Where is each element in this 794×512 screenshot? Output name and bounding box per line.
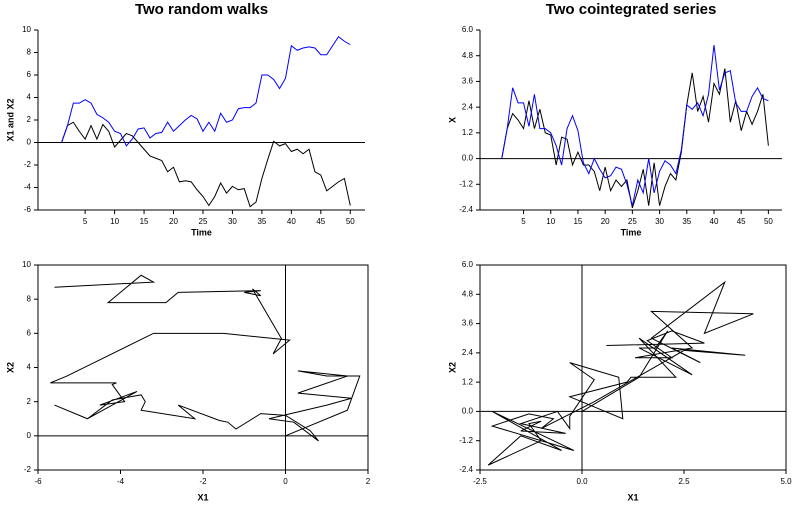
x-tick-label: -4 bbox=[117, 477, 125, 486]
y-tick-label: -4 bbox=[24, 183, 32, 192]
series-line bbox=[61, 36, 351, 147]
x-tick-label: 25 bbox=[628, 217, 637, 226]
y-tick-label: 0.0 bbox=[462, 154, 474, 163]
y-tick-label: -2.4 bbox=[459, 465, 473, 474]
y-axis-label: X bbox=[447, 117, 457, 123]
y-tick-label: 2.4 bbox=[462, 102, 474, 111]
x-tick-label: 5.0 bbox=[780, 477, 792, 486]
x-tick-label: 15 bbox=[573, 217, 582, 226]
y-tick-label: 4 bbox=[27, 363, 32, 372]
x-tick-label: 50 bbox=[764, 217, 773, 226]
y-axis-label: X1 and X2 bbox=[5, 98, 15, 141]
x-tick-label: 30 bbox=[228, 217, 237, 226]
y-tick-label: 4.8 bbox=[462, 289, 474, 298]
y-tick-label: -6 bbox=[24, 205, 32, 214]
x-tick-label: 35 bbox=[682, 217, 691, 226]
x-tick-label: 10 bbox=[110, 217, 119, 226]
x-tick-label: 45 bbox=[737, 217, 746, 226]
y-tick-label: -2 bbox=[24, 160, 32, 169]
phase-path bbox=[50, 274, 361, 442]
y-tick-label: 2 bbox=[27, 115, 32, 124]
x-tick-label: 20 bbox=[169, 217, 178, 226]
x-tick-label: 0.0 bbox=[576, 477, 588, 486]
x-tick-label: 2.5 bbox=[678, 477, 690, 486]
y-tick-label: -1.2 bbox=[459, 179, 473, 188]
y-tick-label: 0 bbox=[27, 138, 32, 147]
y-tick-label: 1.2 bbox=[462, 128, 474, 137]
y-tick-label: 4 bbox=[27, 93, 32, 102]
y-tick-label: 8 bbox=[27, 48, 32, 57]
x-tick-label: -6 bbox=[34, 477, 42, 486]
x-tick-label: 5 bbox=[83, 217, 88, 226]
chart-title: Two random walks bbox=[135, 1, 268, 18]
y-tick-label: 2 bbox=[27, 397, 32, 406]
x-tick-label: 0 bbox=[283, 477, 288, 486]
y-tick-label: 10 bbox=[22, 260, 31, 269]
x-axis-label: X1 bbox=[197, 492, 208, 502]
x-tick-label: 40 bbox=[710, 217, 719, 226]
y-tick-label: 0.0 bbox=[462, 407, 474, 416]
x-tick-label: 50 bbox=[346, 217, 355, 226]
y-tick-label: 6.0 bbox=[462, 25, 474, 34]
x-tick-label: 5 bbox=[521, 217, 526, 226]
x-tick-label: 2 bbox=[366, 477, 371, 486]
y-tick-label: -1.2 bbox=[459, 436, 473, 445]
x-axis-label: Time bbox=[191, 227, 212, 237]
x-tick-label: -2 bbox=[199, 477, 207, 486]
y-tick-label: 1.2 bbox=[462, 377, 474, 386]
y-tick-label: -2 bbox=[24, 465, 32, 474]
x-tick-label: 40 bbox=[287, 217, 296, 226]
chart-title: Two cointegrated series bbox=[546, 1, 717, 18]
x-tick-label: 10 bbox=[546, 217, 555, 226]
x-tick-label: 20 bbox=[601, 217, 610, 226]
series-line bbox=[501, 44, 769, 206]
x-tick-label: 15 bbox=[140, 217, 149, 226]
plot-frame bbox=[37, 264, 369, 471]
x-axis-label: X1 bbox=[627, 492, 638, 502]
y-axis-label: X2 bbox=[5, 362, 15, 373]
y-tick-label: 6 bbox=[27, 328, 32, 337]
x-tick-label: -2.5 bbox=[473, 477, 487, 486]
y-axis-label: X2 bbox=[447, 362, 457, 373]
y-tick-label: 8 bbox=[27, 294, 32, 303]
x-tick-label: 45 bbox=[316, 217, 325, 226]
x-axis-label: Time bbox=[621, 227, 642, 237]
y-tick-label: 6.0 bbox=[462, 260, 474, 269]
series-line bbox=[61, 121, 351, 208]
x-tick-label: 25 bbox=[199, 217, 208, 226]
y-tick-label: 0 bbox=[27, 431, 32, 440]
plot-frame bbox=[479, 264, 787, 471]
phase-path bbox=[487, 280, 754, 466]
y-tick-label: 3.6 bbox=[462, 319, 474, 328]
x-tick-label: 30 bbox=[655, 217, 664, 226]
y-tick-label: 10 bbox=[22, 25, 31, 34]
x-tick-label: 35 bbox=[257, 217, 266, 226]
series-line bbox=[501, 68, 769, 209]
y-tick-label: 2.4 bbox=[462, 348, 474, 357]
y-tick-label: -2.4 bbox=[459, 205, 473, 214]
y-tick-label: 4.8 bbox=[462, 51, 474, 60]
y-tick-label: 3.6 bbox=[462, 77, 474, 86]
y-tick-label: 6 bbox=[27, 70, 32, 79]
